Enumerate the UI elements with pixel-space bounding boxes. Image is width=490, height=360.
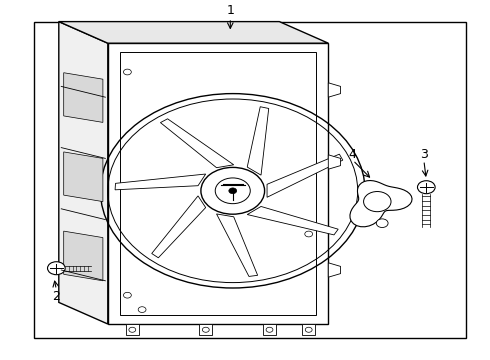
Circle shape: [376, 219, 388, 228]
Text: 4: 4: [349, 148, 357, 161]
Polygon shape: [64, 231, 103, 281]
Circle shape: [229, 188, 237, 194]
Polygon shape: [199, 324, 212, 335]
Polygon shape: [267, 154, 343, 197]
Polygon shape: [328, 263, 341, 277]
Polygon shape: [59, 22, 108, 324]
Polygon shape: [350, 180, 412, 227]
Circle shape: [364, 192, 391, 212]
Text: 2: 2: [52, 291, 60, 303]
Polygon shape: [263, 324, 276, 335]
Polygon shape: [328, 155, 341, 169]
Circle shape: [48, 262, 65, 275]
Polygon shape: [64, 152, 103, 202]
Polygon shape: [64, 73, 103, 122]
Polygon shape: [126, 324, 139, 335]
Polygon shape: [328, 83, 341, 97]
Polygon shape: [115, 174, 206, 190]
Text: 3: 3: [420, 148, 428, 161]
Polygon shape: [152, 196, 206, 258]
Polygon shape: [160, 119, 234, 168]
Polygon shape: [59, 22, 328, 43]
Polygon shape: [302, 324, 315, 335]
Text: 1: 1: [226, 4, 234, 17]
Polygon shape: [217, 214, 258, 276]
Polygon shape: [247, 207, 338, 235]
Circle shape: [201, 167, 265, 214]
Polygon shape: [247, 107, 269, 175]
Circle shape: [417, 181, 435, 194]
